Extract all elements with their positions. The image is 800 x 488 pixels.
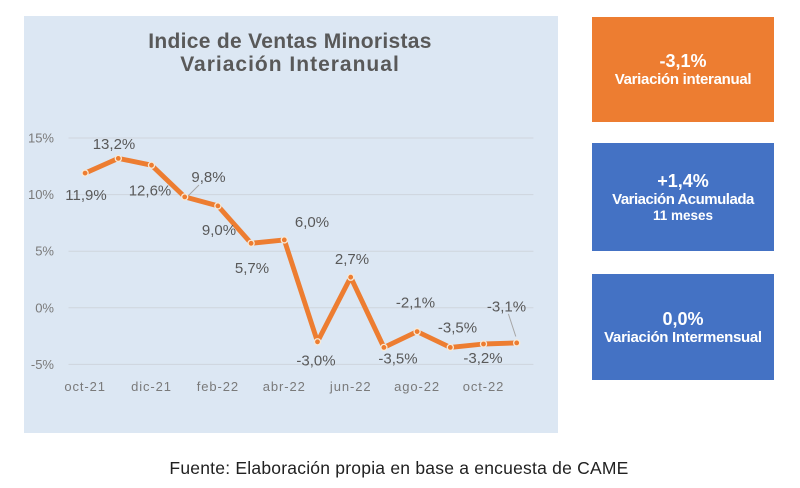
svg-text:-3,1%: -3,1%: [487, 298, 526, 315]
svg-text:12,6%: 12,6%: [129, 182, 172, 199]
svg-text:9,8%: 9,8%: [191, 169, 225, 186]
svg-text:-3,5%: -3,5%: [378, 350, 417, 367]
svg-text:oct-21: oct-21: [64, 379, 106, 394]
svg-text:13,2%: 13,2%: [93, 136, 136, 153]
svg-text:feb-22: feb-22: [197, 379, 239, 394]
svg-text:dic-21: dic-21: [131, 379, 172, 394]
svg-text:-3,5%: -3,5%: [438, 320, 477, 337]
svg-text:6,0%: 6,0%: [295, 214, 329, 231]
svg-text:jun-22: jun-22: [329, 379, 372, 394]
svg-text:oct-22: oct-22: [463, 379, 505, 394]
svg-text:5%: 5%: [35, 244, 54, 259]
svg-text:-3,0%: -3,0%: [296, 352, 335, 369]
svg-text:abr-22: abr-22: [263, 379, 306, 394]
svg-text:0%: 0%: [35, 300, 54, 315]
svg-text:ago-22: ago-22: [394, 379, 440, 394]
svg-text:-3,2%: -3,2%: [463, 350, 502, 367]
svg-text:-5%: -5%: [31, 357, 55, 372]
svg-text:9,0%: 9,0%: [202, 222, 236, 239]
svg-text:2,7%: 2,7%: [335, 251, 369, 268]
svg-text:15%: 15%: [28, 131, 54, 146]
svg-text:11,9%: 11,9%: [65, 187, 106, 204]
svg-text:5,7%: 5,7%: [235, 260, 269, 277]
svg-text:-2,1%: -2,1%: [396, 294, 435, 311]
svg-text:10%: 10%: [28, 187, 54, 202]
